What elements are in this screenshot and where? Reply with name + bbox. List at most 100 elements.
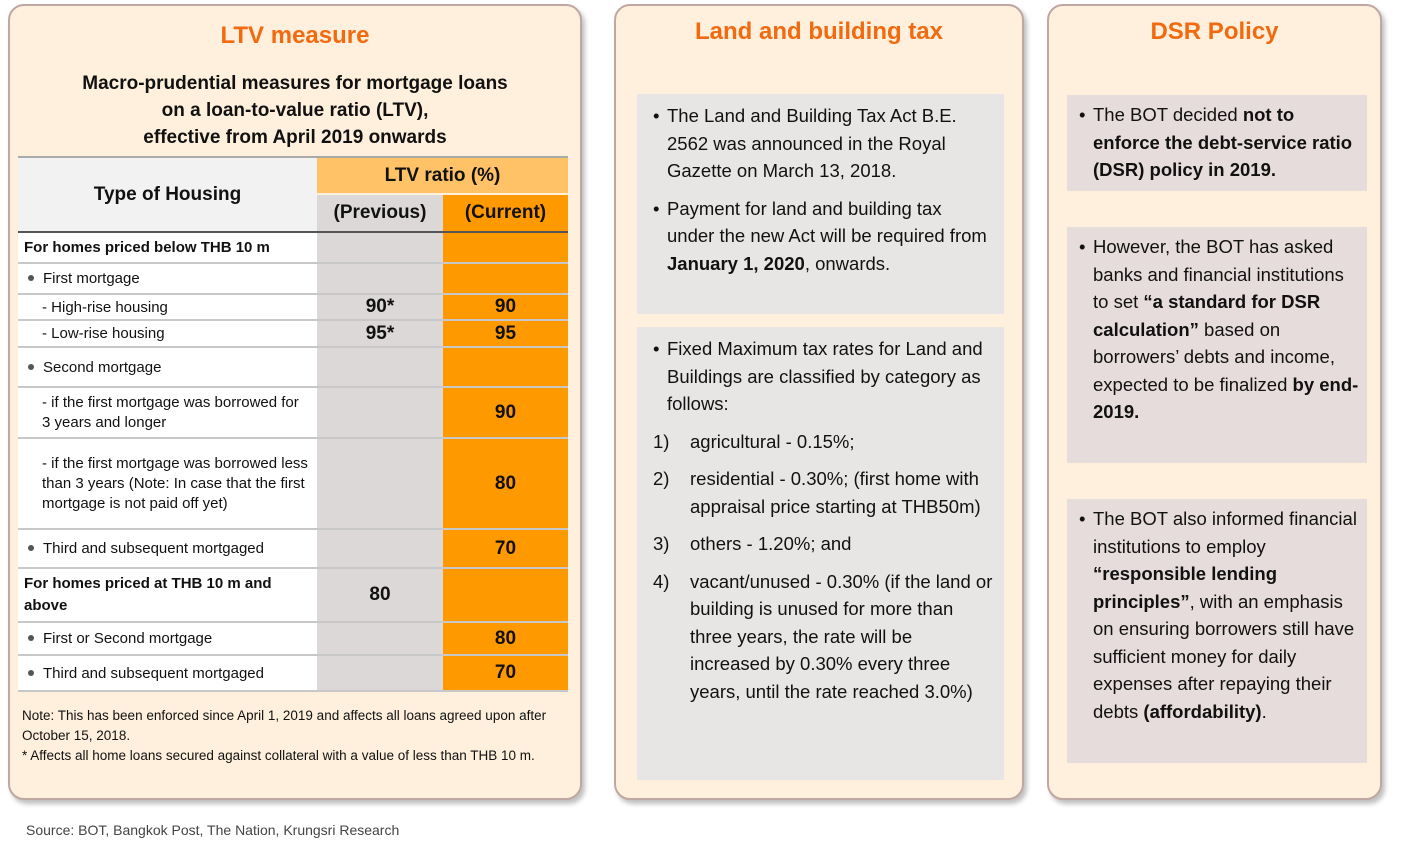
table-row: - Low-rise housing 95* 95 xyxy=(18,320,568,348)
prev-value xyxy=(317,347,443,388)
prev-value xyxy=(317,622,443,656)
bullet-icon xyxy=(28,275,34,281)
cur-value: 90 xyxy=(443,387,568,439)
payment-text-end: , onwards. xyxy=(804,252,891,274)
rates-intro: Fixed Maximum tax rates for Land and Bui… xyxy=(667,338,983,414)
row-label: For homes priced below THB 10 m xyxy=(18,232,317,264)
bullet-icon xyxy=(28,363,34,370)
table-row: - if the first mortgage was borrowed for… xyxy=(18,387,568,439)
rate-text: vacant/unused - 0.30% (if the land or bu… xyxy=(690,570,993,702)
text: The BOT decided xyxy=(1093,104,1243,125)
bold-text: by end-2019. xyxy=(1093,373,1359,423)
table-row: First mortgage xyxy=(18,263,568,295)
row-label: First mortgage xyxy=(43,270,140,287)
bold-text: “responsible lending principles” xyxy=(1093,563,1277,612)
row-label: First or Second mortgage xyxy=(43,630,213,647)
prev-value: 90* xyxy=(317,294,443,321)
cur-value: 70 xyxy=(443,529,568,569)
dsr-box-decision: • The BOT decided not to enforce the debt… xyxy=(1067,95,1367,191)
row-label: - Low-rise housing xyxy=(18,320,317,348)
table-row: First or Second mortgage 80 xyxy=(18,622,568,656)
note-text: Note: This has been enforced since April… xyxy=(22,708,547,743)
prev-value xyxy=(317,529,443,569)
rate-number: 2) xyxy=(653,468,670,489)
subtitle-line: effective from April 2019 onwards xyxy=(143,127,447,148)
cur-value xyxy=(443,232,568,264)
col-current-header: (Current) xyxy=(443,194,568,233)
ltv-subtitle: Macro-prudential measures for mortgage l… xyxy=(10,70,580,151)
cur-value: 90 xyxy=(443,294,568,321)
payment-date: January 1, 2020 xyxy=(667,252,805,274)
table-row: For homes priced below THB 10 m xyxy=(18,232,568,264)
table-row: Third and subsequent mortgaged 70 xyxy=(18,655,568,692)
subtitle-line: on a loan-to-value ratio (LTV), xyxy=(161,100,429,121)
prev-value: 95* xyxy=(317,320,443,348)
rate-text: others - 1.20%; and xyxy=(690,533,852,554)
rate-text: agricultural - 0.15%; xyxy=(690,430,855,452)
rate-item: 4) vacant/unused - 0.30% (if the land or … xyxy=(653,568,994,706)
row-label: Third and subsequent mortgaged xyxy=(43,540,264,557)
cur-value: 70 xyxy=(443,655,568,692)
rate-text: residential - 0.30%; (first home with ap… xyxy=(690,468,981,517)
row-label: Second mortgage xyxy=(43,358,162,376)
dsr-panel: DSR Policy • The BOT decided not to enfor… xyxy=(1047,4,1382,800)
table-row: For homes priced at THB 10 m and above 80 xyxy=(18,568,568,623)
bullet-icon: • xyxy=(653,338,660,359)
text: . xyxy=(1261,700,1267,722)
land-tax-panel: Land and building tax • The Land and Buil… xyxy=(614,4,1024,800)
prev-value: 80 xyxy=(317,568,443,623)
row-label: - if the first mortgage was borrowed les… xyxy=(18,438,317,530)
prev-value xyxy=(317,438,443,530)
ltv-table: Type of Housing LTV ratio (%) (Previous)… xyxy=(18,156,568,692)
land-tax-box-rates: • Fixed Maximum tax rates for Land and Bu… xyxy=(637,327,1004,780)
col-type-header: Type of Housing xyxy=(18,157,317,233)
land-tax-title: Land and building tax xyxy=(695,18,943,45)
prev-value xyxy=(317,263,443,295)
dsr-title: DSR Policy xyxy=(1150,18,1279,45)
cur-value xyxy=(443,568,568,623)
cur-value: 80 xyxy=(443,438,568,530)
rate-item: 3) others - 1.20%; and xyxy=(653,530,994,558)
rate-number: 1) xyxy=(653,430,670,452)
rate-number: 3) xyxy=(653,533,670,554)
row-label: - High-rise housing xyxy=(18,294,317,321)
row-label: Third and subsequent mortgaged xyxy=(43,664,264,682)
rate-number: 4) xyxy=(653,570,670,592)
dsr-box-lending: • The BOT also informed financial institu… xyxy=(1067,499,1367,763)
land-tax-box-act: • The Land and Building Tax Act B.E. 2562… xyxy=(637,94,1004,314)
table-row: Second mortgage xyxy=(18,347,568,388)
text: based on borrowers’ debts and income, ex… xyxy=(1093,318,1335,395)
row-label: - if the first mortgage was borrowed for… xyxy=(18,387,317,439)
bullet-icon: • xyxy=(1079,236,1086,257)
table-row: - High-rise housing 90* 90 xyxy=(18,294,568,321)
subtitle-line: Macro-prudential measures for mortgage l… xyxy=(82,73,508,94)
bullet-icon: • xyxy=(1079,508,1086,529)
table-row: - if the first mortgage was borrowed les… xyxy=(18,438,568,530)
prev-value xyxy=(317,232,443,264)
row-label: For homes priced at THB 10 m and above xyxy=(18,568,317,623)
bold-text: (affordability) xyxy=(1143,700,1262,722)
payment-text: Payment for land and building tax under … xyxy=(667,197,987,247)
text: The BOT also informed financial institut… xyxy=(1093,508,1357,557)
cur-value: 80 xyxy=(443,622,568,656)
act-text: The Land and Building Tax Act B.E. 2562 … xyxy=(667,105,957,181)
bullet-icon xyxy=(28,635,34,641)
rate-item: 2) residential - 0.30%; (first home with … xyxy=(653,465,994,520)
prev-value xyxy=(317,655,443,692)
source-text: Source: BOT, Bangkok Post, The Nation, K… xyxy=(26,822,400,838)
prev-value xyxy=(317,387,443,439)
table-row: Third and subsequent mortgaged 70 xyxy=(18,529,568,569)
bullet-icon: • xyxy=(653,197,660,219)
ltv-panel: LTV measure Macro-prudential measures fo… xyxy=(8,4,582,800)
bullet-icon xyxy=(28,545,34,551)
cur-value: 95 xyxy=(443,320,568,348)
footnote-text: * Affects all home loans secured against… xyxy=(22,748,535,763)
col-previous-header: (Previous) xyxy=(317,194,443,233)
bullet-icon: • xyxy=(653,105,660,126)
col-ratio-header: LTV ratio (%) xyxy=(317,157,568,195)
rate-item: 1) agricultural - 0.15%; xyxy=(653,428,994,456)
ltv-note: Note: This has been enforced since April… xyxy=(22,706,572,766)
cur-value xyxy=(443,263,568,295)
bullet-icon xyxy=(28,669,34,676)
text: However, the BOT has asked banks and fin… xyxy=(1093,236,1344,312)
